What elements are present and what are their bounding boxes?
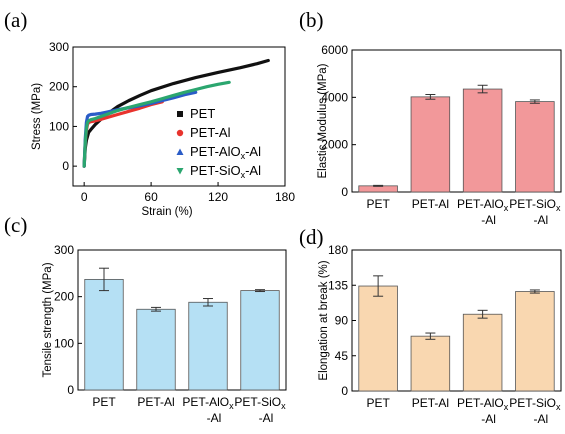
legend-label: PET-SiOx-Al: [190, 163, 261, 180]
category-label-d: PET-SiOx: [509, 396, 561, 412]
axes-frame-b: [351, 49, 562, 193]
panel-label-d: (d): [299, 225, 324, 249]
bar-b: [515, 101, 555, 193]
category-label-line2-b: -Al: [534, 213, 549, 227]
legend-marker: [177, 111, 183, 117]
bar-c: [84, 278, 124, 391]
panel-label-a: (a): [4, 8, 27, 32]
legend-marker: [176, 168, 184, 175]
bar-d: [515, 291, 555, 392]
y-tick-label-c: 100: [54, 336, 74, 350]
category-label-c: PET: [92, 395, 116, 409]
y-tick-label-b: 4000: [321, 90, 348, 104]
y-tick-label-a: 0: [62, 159, 69, 173]
series-line-pet: [82, 58, 270, 168]
category-label-b: PET-AlOx: [457, 197, 509, 213]
x-tick-label-a: 120: [208, 190, 228, 204]
category-label-line2-d: -Al: [481, 412, 496, 426]
bar-c: [136, 308, 176, 391]
x-tick-label-a: 180: [275, 190, 295, 204]
legend-label: PET-Al: [190, 125, 231, 140]
y-axis-title-b: Elastic Modulus (MPa): [317, 63, 329, 178]
legend-label: PET-AlOx-Al: [190, 144, 261, 161]
y-tick-label-a: 200: [49, 80, 69, 94]
x-axis-title-a: Strain (%): [141, 206, 192, 218]
y-tick-label-b: 2000: [321, 138, 348, 152]
bar-b: [462, 88, 503, 193]
axes-frame-a: [72, 46, 286, 187]
series-line-pet-al: [82, 100, 164, 168]
y-tick-label-c: 200: [54, 290, 74, 304]
y-tick-label-a: 100: [49, 119, 69, 133]
y-tick-label-a: 300: [49, 40, 69, 54]
y-tick-label-d: 90: [335, 314, 349, 328]
panel-label-b: (b): [299, 8, 324, 32]
y-tick-label-d: 180: [328, 243, 348, 257]
category-label-d: PET-AlOx: [457, 396, 509, 412]
legend-marker: [176, 129, 184, 137]
series-line-pet-siox-al: [82, 80, 231, 168]
bar-c: [188, 301, 228, 391]
y-tick-label-d: 135: [328, 278, 348, 292]
category-label-c: PET-AlOx: [182, 395, 234, 411]
y-axis-title-d: Elongation at break (%): [318, 260, 330, 380]
bar-d: [358, 285, 398, 392]
category-label-b: PET-SiOx: [509, 197, 561, 213]
y-tick-label-d: 45: [335, 349, 349, 363]
category-label-c: PET-SiOx: [234, 395, 286, 411]
bar-c: [240, 290, 280, 391]
y-tick-label-d: 0: [341, 384, 348, 398]
y-axis-title-a: Stress (MPa): [31, 83, 43, 150]
category-label-line2-c: -Al: [259, 411, 274, 425]
category-label-d: PET: [366, 396, 390, 410]
bar-b: [410, 96, 451, 193]
category-label-line2-b: -Al: [481, 213, 496, 227]
category-label-b: PET: [366, 197, 390, 211]
y-tick-label-c: 0: [67, 383, 74, 397]
category-label-line2-d: -Al: [534, 412, 549, 426]
category-label-line2-c: -Al: [207, 411, 222, 425]
bar-d: [462, 313, 503, 392]
category-label-b: PET-Al: [412, 197, 449, 211]
bar-d: [410, 335, 451, 392]
series-line-pet-alox-al: [82, 90, 198, 168]
y-tick-label-c: 300: [54, 243, 74, 257]
y-axis-title-c: Tensile strength (MPa): [42, 262, 54, 377]
category-label-c: PET-Al: [137, 395, 174, 409]
panel-label-c: (c): [4, 213, 27, 237]
y-tick-label-b: 0: [341, 185, 348, 199]
x-tick-label-a: 60: [144, 190, 158, 204]
legend-label: PET: [190, 106, 215, 121]
axes-frame-c: [77, 249, 287, 391]
legend-marker: [176, 148, 184, 155]
y-tick-label-b: 6000: [321, 43, 348, 57]
category-label-d: PET-Al: [412, 396, 449, 410]
x-tick-label-a: 0: [81, 190, 88, 204]
